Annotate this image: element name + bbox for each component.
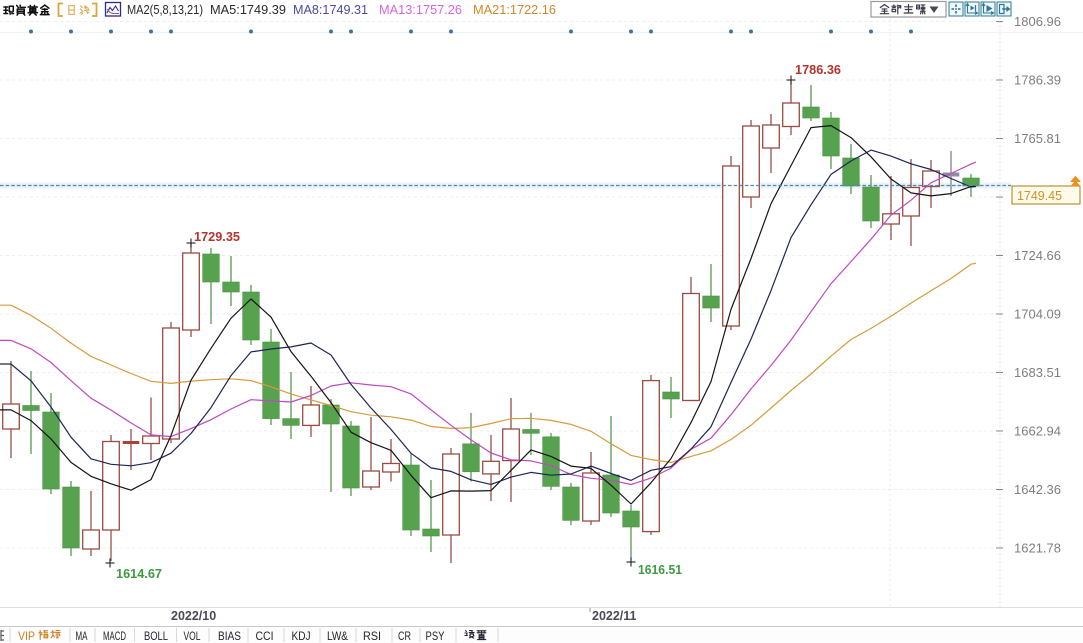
svg-text:1662.94: 1662.94: [1014, 424, 1061, 439]
svg-text:VOL: VOL: [184, 629, 201, 643]
svg-text:MA8:1749.31: MA8:1749.31: [293, 3, 368, 17]
svg-text:LW&: LW&: [327, 629, 348, 643]
svg-text:1621.78: 1621.78: [1014, 541, 1061, 556]
svg-text:1614.67: 1614.67: [116, 566, 162, 581]
svg-text:1704.09: 1704.09: [1014, 307, 1061, 322]
svg-text:BOLL: BOLL: [144, 629, 168, 643]
svg-text:CR: CR: [398, 629, 411, 643]
svg-text:PSY: PSY: [426, 629, 445, 643]
svg-text:1786.36: 1786.36: [795, 62, 841, 77]
svg-text:VIP: VIP: [18, 629, 35, 643]
svg-text:RSI: RSI: [363, 629, 381, 643]
svg-text:1683.51: 1683.51: [1014, 365, 1061, 380]
svg-text:MACD: MACD: [103, 629, 126, 643]
svg-text:MA2(5,8,13,21): MA2(5,8,13,21): [127, 3, 203, 17]
svg-text:KDJ: KDJ: [292, 629, 311, 643]
svg-text:BIAS: BIAS: [218, 629, 241, 643]
svg-text:1724.66: 1724.66: [1014, 248, 1061, 263]
svg-text:MA5:1749.39: MA5:1749.39: [210, 3, 286, 17]
svg-text:1765.81: 1765.81: [1014, 131, 1061, 146]
svg-text:1642.36: 1642.36: [1014, 482, 1061, 497]
svg-text:1729.35: 1729.35: [194, 229, 240, 244]
svg-text:1786.39: 1786.39: [1014, 73, 1061, 88]
svg-text:2022/11: 2022/11: [592, 609, 637, 623]
svg-text:MA: MA: [76, 629, 88, 643]
svg-text:1616.51: 1616.51: [638, 562, 682, 577]
svg-text:1749.45: 1749.45: [1017, 188, 1062, 203]
svg-text:CCI: CCI: [256, 629, 274, 643]
svg-text:MA21:1722.16: MA21:1722.16: [473, 3, 556, 17]
svg-text:1806.96: 1806.96: [1014, 14, 1061, 29]
svg-text:MA13:1757.26: MA13:1757.26: [379, 3, 462, 17]
svg-text:2022/10: 2022/10: [171, 609, 216, 623]
